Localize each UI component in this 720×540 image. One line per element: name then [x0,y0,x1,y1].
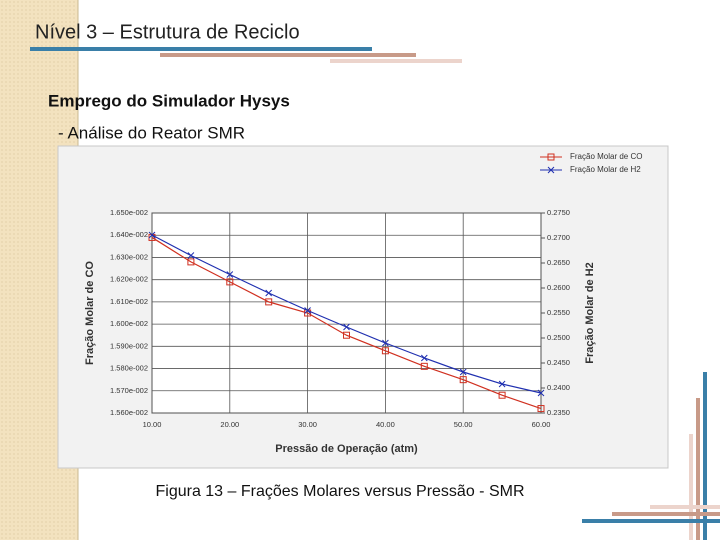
x-tick-label: 10.00 [143,420,162,429]
y2-tick-label: 0.2700 [547,233,570,242]
slide-title: Nível 3 – Estrutura de Reciclo [35,21,300,43]
marker [265,298,273,306]
x-tick-label: 20.00 [220,420,239,429]
y2-tick-label: 0.2600 [547,283,570,292]
legend-label: Fração Molar de H2 [570,165,641,174]
marker [537,389,545,397]
y2-tick-label: 0.2550 [547,308,570,317]
marker [537,405,545,413]
x-tick-label: 50.00 [454,420,473,429]
y-tick-label: 1.570e-002 [110,386,148,395]
marker [187,258,195,266]
marker [420,354,428,362]
marker [226,271,234,278]
y-tick-label: 1.600e-002 [110,319,148,328]
x-tick-label: 30.00 [298,420,317,429]
marker [498,380,506,388]
corner-deco [582,372,720,540]
marker [187,252,195,259]
heading: Emprego do Simulador Hysys [48,91,290,110]
y-tick-label: 1.630e-002 [110,252,148,261]
marker [304,307,311,314]
y-tick-label: 1.620e-002 [110,275,148,284]
series-line [151,236,542,410]
marker [459,376,467,384]
y-tick-label: 1.580e-002 [110,364,148,373]
marker [420,362,428,370]
x-tick-label: 60.00 [532,420,551,429]
marker [547,153,555,161]
y-tick-label: 1.610e-002 [110,297,148,306]
legend-label: Fração Molar de CO [570,152,642,161]
marker [498,391,506,399]
x-axis-label: Pressão de Operação (atm) [275,443,418,455]
y2-tick-label: 0.2750 [547,208,570,217]
marker [265,289,273,297]
marker [226,278,234,286]
y2-tick-label: 0.2500 [547,333,570,342]
subheading: - Análise do Reator SMR [58,123,245,142]
y2-tick-label: 0.2350 [547,408,570,417]
y2-tick-label: 0.2450 [547,358,570,367]
marker [547,166,555,174]
y-tick-label: 1.640e-002 [110,230,148,239]
marker [459,368,467,376]
y2-tick-label: 0.2400 [547,383,570,392]
caption: Figura 13 – Frações Molares versus Press… [155,483,524,500]
y-tick-label: 1.650e-002 [110,208,148,217]
y-tick-label: 1.590e-002 [110,341,148,350]
marker [382,339,389,347]
y-tick-label: 1.560e-002 [110,408,148,417]
marker [381,347,389,355]
plot-area [151,212,542,414]
y2-axis-label: Fração Molar de H2 [584,262,596,363]
y-axis-label: Fração Molar de CO [84,261,96,365]
marker [343,331,350,339]
marker [148,231,156,239]
x-tick-label: 40.00 [376,420,395,429]
marker [343,323,350,331]
y2-tick-label: 0.2650 [547,258,570,267]
